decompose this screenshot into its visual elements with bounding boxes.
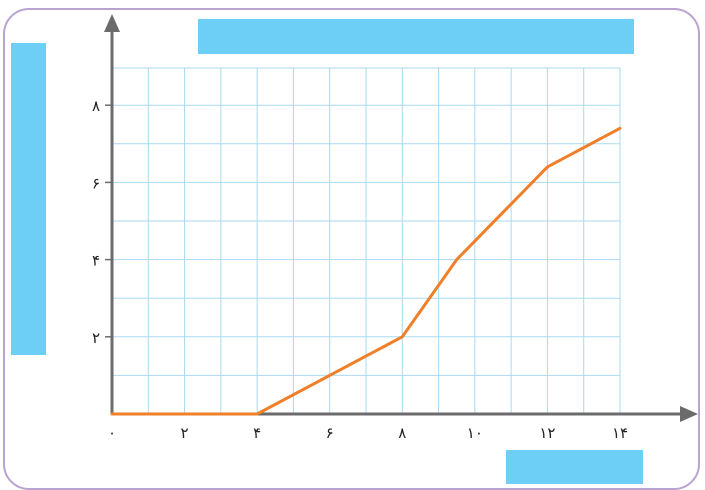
y-tick-label: ۴ [92, 252, 100, 270]
x-tick-label: ۸ [398, 424, 406, 442]
x-tick-label: ۱۰ [467, 424, 483, 442]
x-tick-label: ۶ [326, 424, 334, 442]
y-tick-label: ۲ [92, 329, 100, 347]
y-tick-label: ۶ [92, 174, 100, 192]
x-tick-label: ۱۴ [612, 424, 628, 442]
y-axis-arrowhead [104, 14, 120, 32]
x-tick-label: ۴ [253, 424, 261, 442]
grid [112, 68, 620, 414]
y-tick-label: ۸ [92, 97, 100, 115]
x-tick-label: ۱۲ [539, 424, 555, 442]
x-tick-label: ۰ [108, 424, 116, 442]
x-tick-label: ۲ [181, 424, 189, 442]
x-axis-arrowhead [680, 406, 698, 422]
